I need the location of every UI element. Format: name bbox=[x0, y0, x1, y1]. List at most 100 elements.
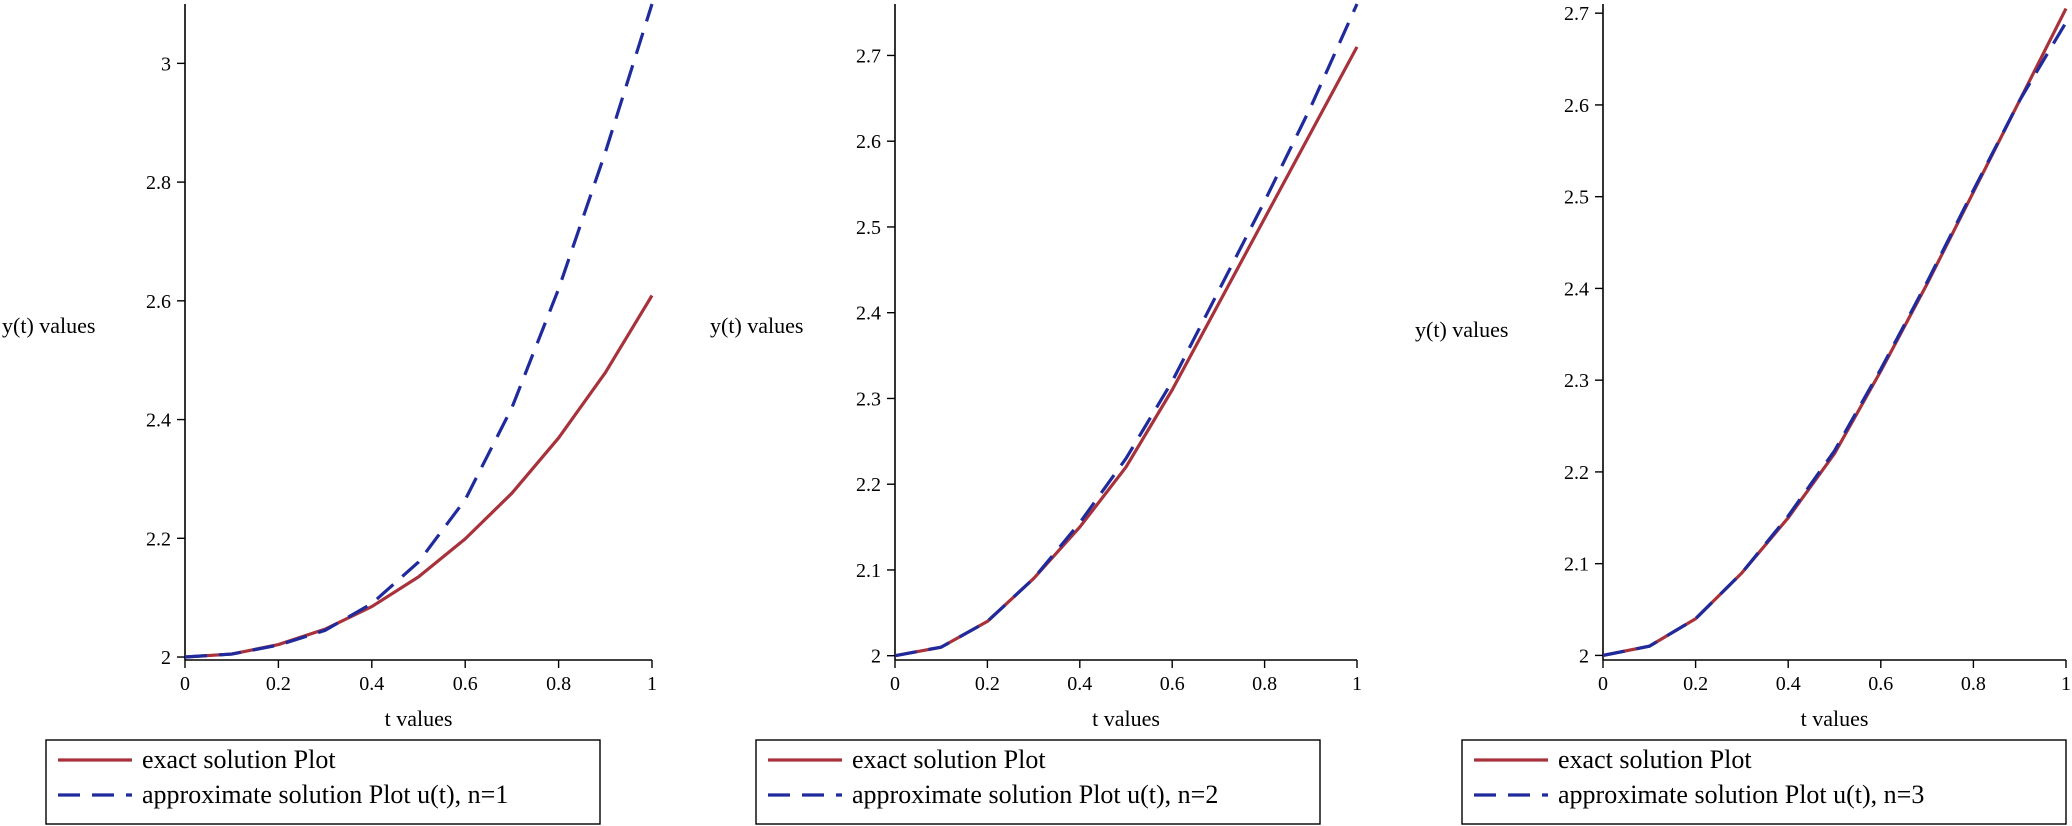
x-tick-label: 0.4 bbox=[1067, 673, 1092, 695]
approximate-solution-point bbox=[324, 629, 326, 631]
approximate-solution-point bbox=[604, 151, 606, 153]
x-tick-label: 0.2 bbox=[266, 673, 291, 695]
y-tick-label: 2.6 bbox=[146, 291, 171, 313]
approximate-solution-point bbox=[231, 653, 233, 655]
approximate-solution-point bbox=[1217, 290, 1219, 292]
x-tick-label: 0.2 bbox=[975, 673, 1000, 695]
approximate-solution-point bbox=[417, 561, 419, 563]
legend-approx-label: approximate solution Plot u(t), n=3 bbox=[1558, 780, 1924, 809]
y-tick-label: 2.2 bbox=[146, 528, 171, 550]
approximate-solution-point bbox=[2019, 99, 2021, 101]
approximate-solution-line bbox=[185, 3, 654, 659]
y-tick-label: 2 bbox=[871, 646, 881, 668]
x-tick-label: 0.4 bbox=[1776, 673, 1801, 695]
legend-approx-label: approximate solution Plot u(t), n=1 bbox=[142, 780, 508, 809]
legend-approx-label: approximate solution Plot u(t), n=2 bbox=[852, 780, 1218, 809]
x-tick-label: 0.8 bbox=[1252, 673, 1277, 695]
y-tick-label: 2.1 bbox=[856, 560, 881, 582]
y-axis-label: y(t) values bbox=[1415, 317, 1508, 342]
approximate-solution-point bbox=[1079, 522, 1081, 524]
y-axis-label: y(t) values bbox=[2, 313, 95, 338]
exact-solution-point bbox=[604, 371, 606, 373]
exact-solution-point bbox=[651, 294, 653, 296]
approximate-solution-point bbox=[894, 655, 896, 657]
y-tick-label: 2.5 bbox=[856, 217, 881, 239]
legend-exact-label: exact solution Plot bbox=[142, 745, 336, 774]
y-tick-label: 2.7 bbox=[856, 45, 881, 67]
exact-solution-point bbox=[1125, 466, 1127, 468]
y-tick-label: 2.4 bbox=[1564, 278, 1589, 300]
approximate-solution-point bbox=[1648, 645, 1650, 647]
exact-solution-point bbox=[511, 492, 513, 494]
legend-box bbox=[755, 739, 1321, 825]
legend-box bbox=[45, 739, 601, 825]
x-tick-label: 0.6 bbox=[1868, 673, 1893, 695]
approximate-solution-point bbox=[1741, 572, 1743, 574]
exact-solution-point bbox=[557, 437, 559, 439]
exact-solution-point bbox=[2065, 7, 2067, 9]
x-tick-label: 0.8 bbox=[546, 673, 571, 695]
y-tick-label: 2.1 bbox=[1564, 554, 1589, 576]
approximate-solution-point bbox=[464, 499, 466, 501]
approximate-solution-point bbox=[1032, 577, 1034, 579]
y-tick-label: 2.2 bbox=[1564, 462, 1589, 484]
y-tick-label: 2 bbox=[1579, 645, 1589, 667]
exact-solution-point bbox=[371, 605, 373, 607]
approximate-solution-point bbox=[184, 656, 186, 658]
y-tick-label: 2.4 bbox=[146, 410, 171, 432]
approximate-solution-point bbox=[1310, 106, 1312, 108]
approximate-solution-point bbox=[1833, 450, 1835, 452]
x-tick-label: 1 bbox=[647, 673, 657, 695]
approximate-solution-point bbox=[371, 602, 373, 604]
y-tick-label: 2.5 bbox=[1564, 187, 1589, 209]
approximate-solution-point bbox=[1602, 654, 1604, 656]
exact-solution-point bbox=[1171, 389, 1173, 391]
approximate-solution-point bbox=[1263, 200, 1265, 202]
exact-solution-line bbox=[895, 46, 1359, 658]
legend-exact-label: exact solution Plot bbox=[852, 745, 1046, 774]
x-tick-label: 1 bbox=[1352, 673, 1362, 695]
exact-solution-point bbox=[417, 576, 419, 578]
approximate-solution-point bbox=[651, 3, 653, 5]
chart-panel-1: 0 0.2 0.4 0.6 0.8 1 2 2.2 2.4 2.6 2.8 3 t values y(t)… bbox=[2, 3, 657, 825]
x-tick-label: 1 bbox=[2061, 673, 2071, 695]
x-tick-label: 0 bbox=[1598, 673, 1608, 695]
x-axis-label: t values bbox=[385, 706, 453, 731]
exact-solution-point bbox=[1356, 46, 1358, 48]
approximate-solution-point bbox=[1356, 3, 1358, 5]
approximate-solution-point bbox=[940, 646, 942, 648]
x-tick-label: 0.4 bbox=[359, 673, 384, 695]
y-axis-label: y(t) values bbox=[710, 313, 803, 338]
approximate-solution-line bbox=[1603, 21, 2068, 657]
approximate-solution-point bbox=[557, 288, 559, 290]
approximate-solution-point bbox=[1880, 368, 1882, 370]
approximate-solution-point bbox=[2065, 21, 2067, 23]
y-tick-label: 2.4 bbox=[856, 303, 881, 325]
y-tick-label: 2.2 bbox=[856, 474, 881, 496]
x-tick-label: 0 bbox=[890, 673, 900, 695]
exact-solution-line bbox=[185, 294, 654, 659]
y-tick-label: 2.6 bbox=[1564, 95, 1589, 117]
y-tick-label: 2.8 bbox=[146, 172, 171, 194]
exact-solution-point bbox=[1217, 303, 1219, 305]
legend-exact-label: exact solution Plot bbox=[1558, 745, 1752, 774]
exact-solution-point bbox=[1310, 131, 1312, 133]
y-tick-label: 3 bbox=[161, 53, 171, 75]
y-tick-label: 2 bbox=[161, 647, 171, 669]
y-tick-label: 2.7 bbox=[1564, 3, 1589, 25]
x-axis-label: t values bbox=[1092, 706, 1160, 731]
approximate-solution-point bbox=[1926, 281, 1928, 283]
approximate-solution-point bbox=[511, 406, 513, 408]
y-tick-label: 2.3 bbox=[1564, 370, 1589, 392]
exact-solution-point bbox=[464, 538, 466, 540]
approximate-solution-point bbox=[1694, 618, 1696, 620]
x-tick-label: 0.6 bbox=[1160, 673, 1185, 695]
approximate-solution-point bbox=[1125, 457, 1127, 459]
approximate-solution-point bbox=[1787, 515, 1789, 517]
exact-solution-point bbox=[1079, 526, 1081, 528]
legend-box bbox=[1461, 739, 2067, 825]
approximate-solution-point bbox=[1171, 380, 1173, 382]
x-tick-label: 0 bbox=[180, 673, 190, 695]
y-tick-label: 2.3 bbox=[856, 388, 881, 410]
